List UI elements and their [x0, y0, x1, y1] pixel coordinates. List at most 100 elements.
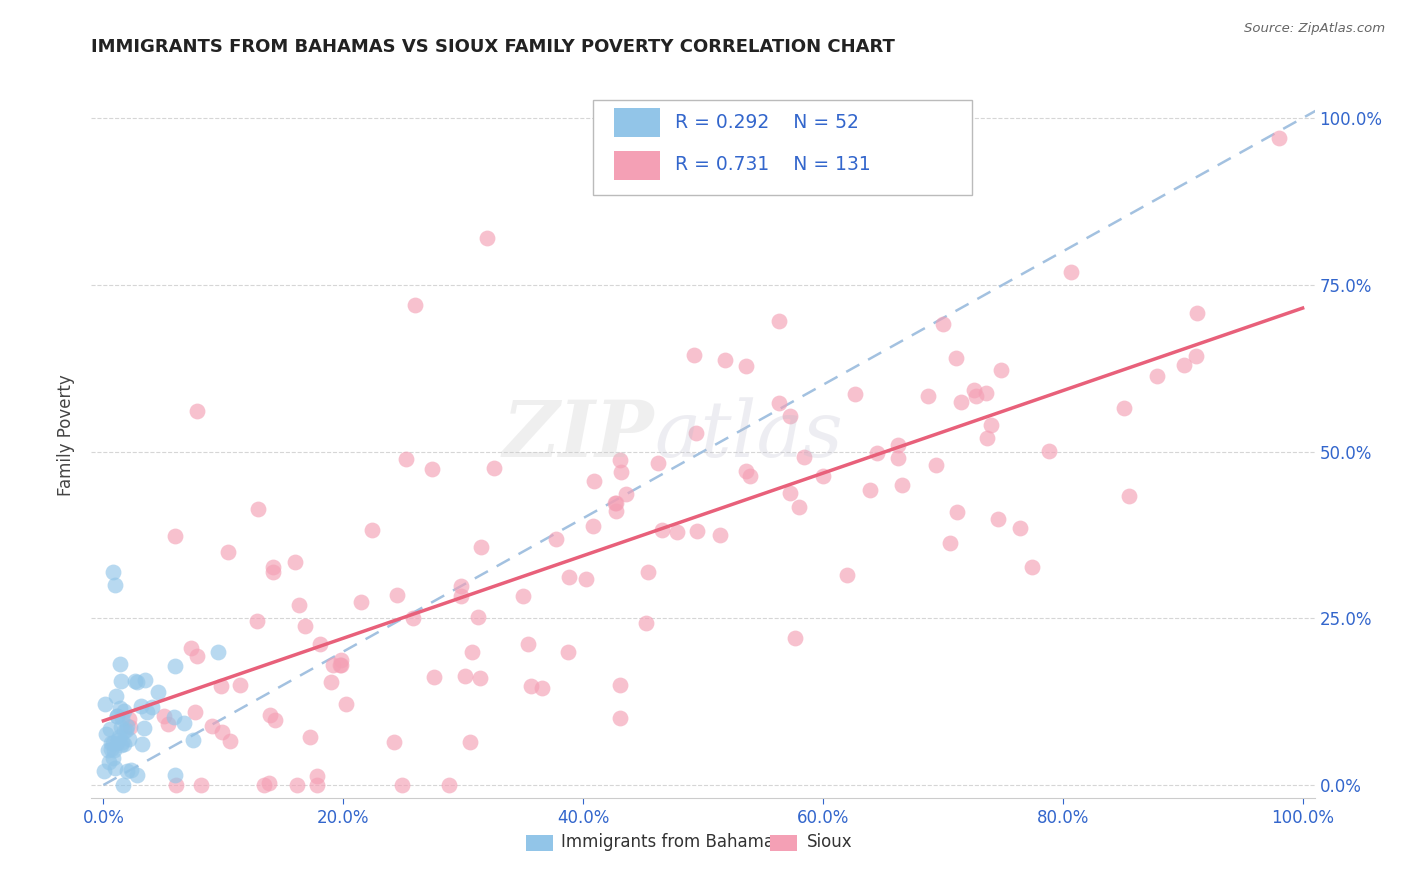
Point [963, 383, 986, 397]
Point [1146, 368, 1168, 383]
Text: Sioux: Sioux [807, 833, 852, 851]
Point [945, 351, 967, 365]
Point [253, 778, 276, 792]
Point [288, 599, 311, 613]
Point [184, 706, 207, 720]
Text: Source: ZipAtlas.com: Source: ZipAtlas.com [1244, 22, 1385, 36]
Point [131, 737, 153, 751]
Point [211, 724, 233, 739]
Point [294, 618, 316, 632]
Point [305, 778, 328, 792]
Point [284, 555, 307, 569]
Point [165, 767, 187, 781]
Point [931, 318, 953, 332]
Point [141, 700, 163, 714]
Point [219, 733, 242, 747]
Point [146, 685, 169, 699]
Text: ZIP: ZIP [502, 397, 654, 473]
Point [709, 527, 731, 541]
Point [603, 496, 626, 510]
Point [467, 610, 489, 624]
Point [259, 708, 281, 723]
Text: IMMIGRANTS FROM BAHAMAS VS SIOUX FAMILY POVERTY CORRELATION CHART: IMMIGRANTS FROM BAHAMAS VS SIOUX FAMILY … [91, 38, 896, 56]
Point [105, 689, 128, 703]
Point [97, 743, 120, 757]
Text: atlas: atlas [654, 397, 842, 473]
Point [165, 529, 187, 543]
Point [394, 451, 416, 466]
Point [779, 409, 801, 423]
Point [1008, 521, 1031, 535]
Point [101, 750, 124, 764]
Point [980, 418, 1002, 433]
Point [544, 532, 567, 546]
Point [153, 709, 176, 723]
Point [609, 453, 631, 467]
Point [98, 755, 121, 769]
Point [391, 778, 413, 792]
Point [1184, 349, 1206, 363]
Point [793, 450, 815, 464]
Point [605, 496, 627, 510]
Point [887, 451, 910, 466]
Point [108, 657, 131, 672]
Point [173, 715, 195, 730]
Point [118, 720, 141, 734]
Point [665, 524, 688, 539]
Point [582, 474, 605, 488]
Text: R = 0.292    N = 52: R = 0.292 N = 52 [675, 112, 859, 132]
Point [101, 736, 124, 750]
Point [308, 637, 330, 651]
Point [738, 469, 761, 483]
Point [93, 764, 115, 778]
Point [423, 670, 446, 684]
Point [262, 565, 284, 579]
Point [120, 763, 142, 777]
Point [118, 731, 141, 746]
Point [136, 705, 159, 719]
Point [125, 674, 148, 689]
Y-axis label: Family Poverty: Family Poverty [58, 374, 76, 496]
Point [112, 737, 135, 751]
Point [686, 524, 709, 539]
Point [349, 594, 371, 608]
FancyBboxPatch shape [593, 101, 972, 195]
Point [450, 589, 472, 603]
Point [614, 486, 637, 500]
Point [637, 565, 659, 579]
Point [111, 735, 134, 749]
Point [420, 461, 443, 475]
Point [1185, 306, 1208, 320]
Point [468, 671, 491, 685]
Point [475, 231, 498, 245]
Point [886, 438, 908, 452]
Point [322, 658, 344, 673]
Point [634, 615, 657, 630]
Point [605, 504, 627, 518]
Point [186, 649, 208, 664]
Point [100, 742, 122, 756]
Point [512, 589, 534, 603]
Point [163, 709, 186, 723]
Point [1112, 401, 1135, 416]
Point [134, 673, 156, 688]
Point [734, 359, 756, 373]
Point [575, 572, 598, 586]
Point [735, 465, 758, 479]
Point [298, 730, 321, 744]
Point [105, 736, 128, 750]
Point [329, 658, 352, 673]
Point [105, 709, 128, 723]
Point [382, 735, 405, 749]
Point [470, 541, 492, 555]
Point [1173, 358, 1195, 372]
Point [217, 545, 239, 559]
Point [950, 395, 973, 409]
Point [946, 504, 969, 518]
Point [156, 716, 179, 731]
Point [131, 698, 153, 713]
Point [124, 674, 146, 689]
Point [180, 640, 202, 655]
Point [460, 735, 482, 749]
Point [307, 769, 329, 783]
